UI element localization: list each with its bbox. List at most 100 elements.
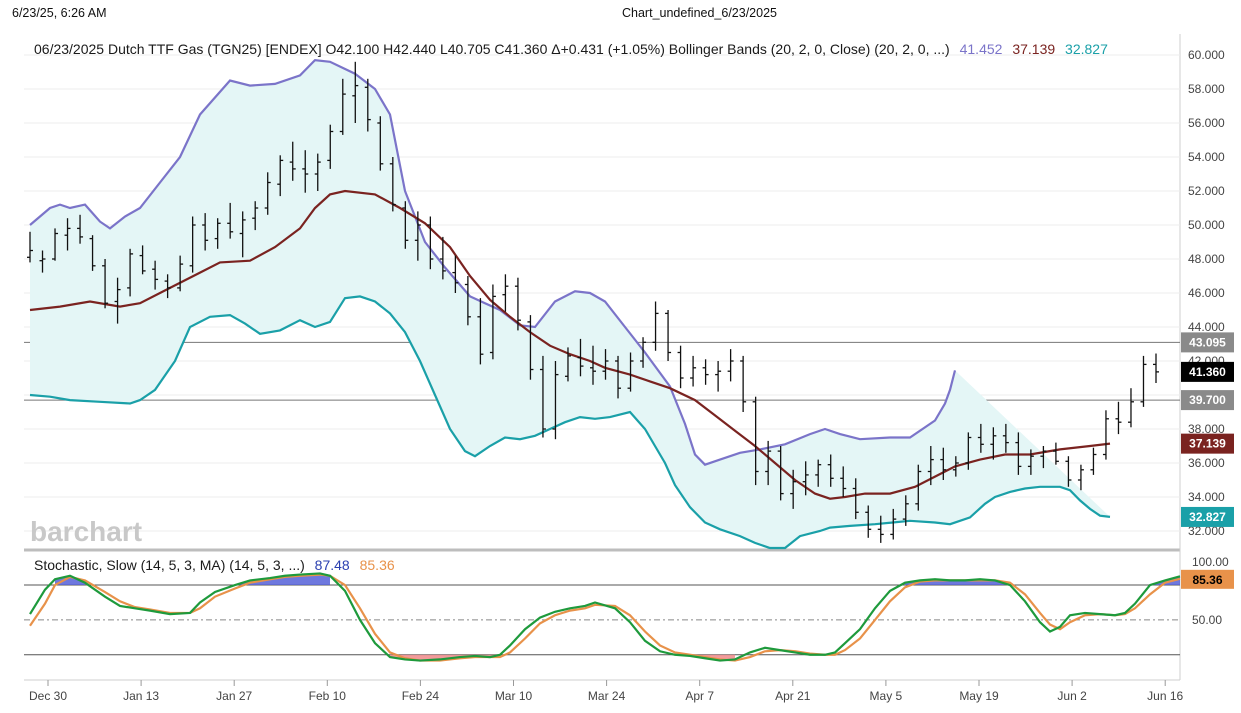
lower-band-line bbox=[29, 295, 1111, 550]
price-tag-text: 37.139 bbox=[1189, 437, 1226, 451]
ohlc-bar bbox=[227, 202, 234, 239]
x-tick-label: Apr 7 bbox=[685, 689, 714, 703]
x-tick-label: May 5 bbox=[870, 689, 903, 703]
ohlc-bar bbox=[177, 255, 184, 292]
ohlc-bar bbox=[552, 361, 559, 440]
ohlc-bar bbox=[1052, 442, 1059, 465]
ohlc-bar bbox=[364, 78, 371, 132]
ohlc-bar bbox=[652, 301, 659, 351]
ohlc-bar bbox=[502, 274, 509, 312]
ohlc-bar bbox=[314, 153, 321, 191]
ohlc-bar bbox=[564, 347, 571, 382]
ohlc-bar bbox=[77, 214, 84, 244]
ohlc-bar bbox=[1115, 401, 1122, 435]
price-y-tick-label: 34.000 bbox=[1188, 490, 1225, 504]
price-tag-text: 41.360 bbox=[1189, 365, 1226, 379]
ohlc-bar bbox=[1065, 456, 1072, 487]
ohlc-bar bbox=[1153, 353, 1159, 384]
ohlc-bar bbox=[965, 432, 972, 470]
ohlc-bar bbox=[590, 345, 596, 385]
header-chart-name: Chart_undefined_6/23/2025 bbox=[622, 6, 777, 20]
stoch-legend-main: Stochastic, Slow (14, 5, 3, MA) (14, 5, … bbox=[34, 557, 305, 573]
ohlc-bar bbox=[514, 277, 521, 331]
x-tick-label: May 19 bbox=[959, 689, 999, 703]
ohlc-bar bbox=[927, 446, 934, 486]
price-tag-box bbox=[1181, 361, 1234, 382]
ohlc-bar bbox=[439, 236, 446, 280]
price-tag-box bbox=[1181, 506, 1234, 527]
ohlc-bar bbox=[139, 245, 146, 275]
price-y-tick-label: 56.000 bbox=[1188, 116, 1225, 130]
band-fill-area bbox=[30, 60, 1110, 548]
ohlc-bar bbox=[1127, 388, 1134, 428]
ohlc-bar bbox=[915, 464, 922, 511]
upper-band-value: 41.452 bbox=[960, 41, 1003, 57]
ohlc-bar bbox=[64, 218, 71, 251]
ohlc-bar bbox=[327, 124, 334, 169]
ohlc-bar bbox=[352, 61, 359, 123]
stoch-y-tick-label: 100.00 bbox=[1192, 555, 1229, 569]
price-tag: 37.139 bbox=[1181, 433, 1234, 454]
price-tag: 39.700 bbox=[1181, 390, 1234, 411]
stoch-tag: 85.36 bbox=[1181, 569, 1234, 589]
ohlc-bar bbox=[402, 201, 409, 249]
ohlc-bar bbox=[902, 495, 909, 526]
ohlc-bar bbox=[239, 211, 246, 258]
x-tick-label: Jun 16 bbox=[1147, 689, 1183, 703]
x-tick-label: Jun 2 bbox=[1057, 689, 1087, 703]
x-tick-label: Jan 27 bbox=[216, 689, 252, 703]
ohlc-bars bbox=[27, 61, 1159, 543]
ohlc-bar bbox=[52, 228, 59, 261]
ohlc-bar bbox=[752, 396, 759, 486]
ohlc-bar bbox=[677, 345, 684, 389]
header-timestamp: 6/23/25, 6:26 AM bbox=[12, 6, 107, 20]
ohlc-bar bbox=[477, 298, 484, 365]
ohlc-bar bbox=[214, 218, 221, 249]
ohlc-bar bbox=[189, 216, 196, 273]
ohlc-bar bbox=[539, 355, 546, 438]
ohlc-bar bbox=[264, 172, 271, 215]
price-tag: 43.095 bbox=[1181, 332, 1234, 353]
stoch-tag-box bbox=[1181, 569, 1234, 589]
stoch-y-tick-label: 50.00 bbox=[1192, 613, 1222, 627]
price-y-tick-label: 38.000 bbox=[1188, 422, 1225, 436]
ohlc-bar bbox=[877, 515, 884, 543]
price-y-tick-label: 48.000 bbox=[1188, 252, 1225, 266]
ohlc-bar bbox=[715, 361, 722, 392]
ohlc-bar bbox=[627, 352, 634, 392]
price-tag: 32.827 bbox=[1181, 506, 1234, 527]
stoch-k-value: 87.48 bbox=[315, 557, 350, 573]
ohlc-bar bbox=[615, 355, 622, 399]
price-y-tick-label: 46.000 bbox=[1188, 286, 1225, 300]
price-tag-text: 32.827 bbox=[1189, 510, 1226, 524]
ohlc-bar bbox=[89, 235, 96, 271]
lower-band-value: 32.827 bbox=[1065, 41, 1108, 57]
x-tick-label: Mar 24 bbox=[588, 689, 626, 703]
ohlc-bar bbox=[389, 157, 396, 212]
stoch-labels: 85.36 bbox=[1181, 569, 1234, 589]
ohlc-bar bbox=[640, 337, 647, 368]
price-y-axis-ticks: 32.00034.00036.00038.00040.00042.00044.0… bbox=[1188, 48, 1225, 538]
ohlc-bar bbox=[765, 440, 772, 486]
stochastic-panel bbox=[24, 572, 1181, 662]
ohlc-bar bbox=[815, 459, 822, 487]
ohlc-bar bbox=[740, 355, 747, 412]
ohlc-bar bbox=[940, 447, 947, 480]
bollinger-band-fill bbox=[30, 60, 1110, 548]
ohlc-bar bbox=[802, 461, 809, 496]
ohlc-bar bbox=[1090, 447, 1097, 475]
ohlc-bar bbox=[527, 315, 534, 380]
ohlc-bar bbox=[602, 349, 609, 380]
ohlc-bar bbox=[727, 349, 734, 382]
middle-band-line bbox=[29, 189, 1111, 500]
ohlc-bar bbox=[1140, 355, 1147, 407]
ohlc-bar bbox=[427, 216, 434, 270]
price-tag-text: 39.700 bbox=[1189, 393, 1226, 407]
ohlc-bar bbox=[865, 505, 872, 538]
price-y-tick-label: 50.000 bbox=[1188, 218, 1225, 232]
x-tick-label: Feb 10 bbox=[309, 689, 347, 703]
price-y-tick-label: 58.000 bbox=[1188, 82, 1225, 96]
ohlc-bar bbox=[414, 211, 421, 261]
price-legend-main: 06/23/2025 Dutch TTF Gas (TGN25) [ENDEX]… bbox=[34, 41, 950, 57]
